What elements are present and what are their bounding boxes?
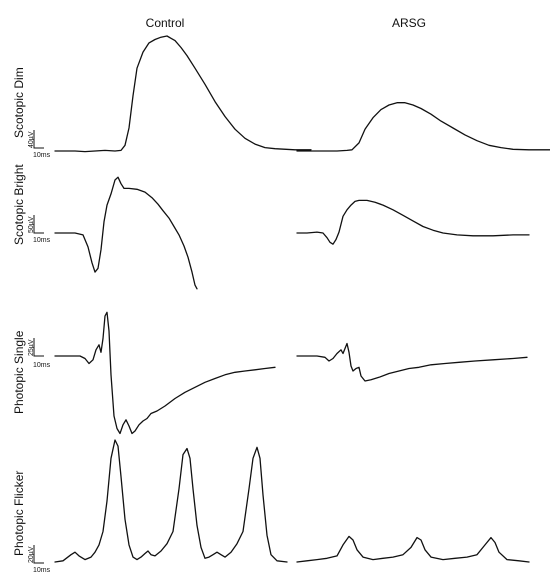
scale-bar-row-2: 50µV 10ms [28,215,51,244]
trace-scotopic-dim-control [54,35,312,153]
scale-voltage-label: 25µV [28,339,35,356]
scale-voltage-label: 20µV [28,546,35,563]
trace-scotopic-bright-arsg [296,199,530,245]
scale-voltage-label: 40µV [28,131,35,148]
scale-time-label: 10ms [33,362,51,369]
trace-scotopic-dim-arsg [296,102,550,152]
trace-photopic-flicker-control [54,439,288,563]
scale-bar-row-1: 40µV 10ms [28,130,51,159]
scale-time-label: 10ms [33,567,51,574]
trace-photopic-single-control [54,311,276,435]
column-header-control: Control [146,16,185,30]
scale-time-label: 10ms [33,237,51,244]
row-label-photopic-single: Photopic Single [12,330,26,414]
scale-voltage-label: 50µV [28,216,35,233]
row-label-scotopic-dim: Scotopic Dim [12,67,26,138]
scale-time-label: 10ms [33,152,51,159]
trace-photopic-flicker-arsg [296,535,530,563]
trace-scotopic-bright-control [54,176,198,290]
trace-photopic-single-arsg [296,342,528,382]
scale-bar-row-3: 25µV 10ms [28,338,51,369]
scale-bar-row-4: 20µV 10ms [28,545,51,574]
row-label-photopic-flicker: Photopic Flicker [12,471,26,556]
trace-layer [54,35,550,563]
column-header-arsg: ARSG [392,16,426,30]
row-label-scotopic-bright: Scotopic Bright [12,164,26,245]
